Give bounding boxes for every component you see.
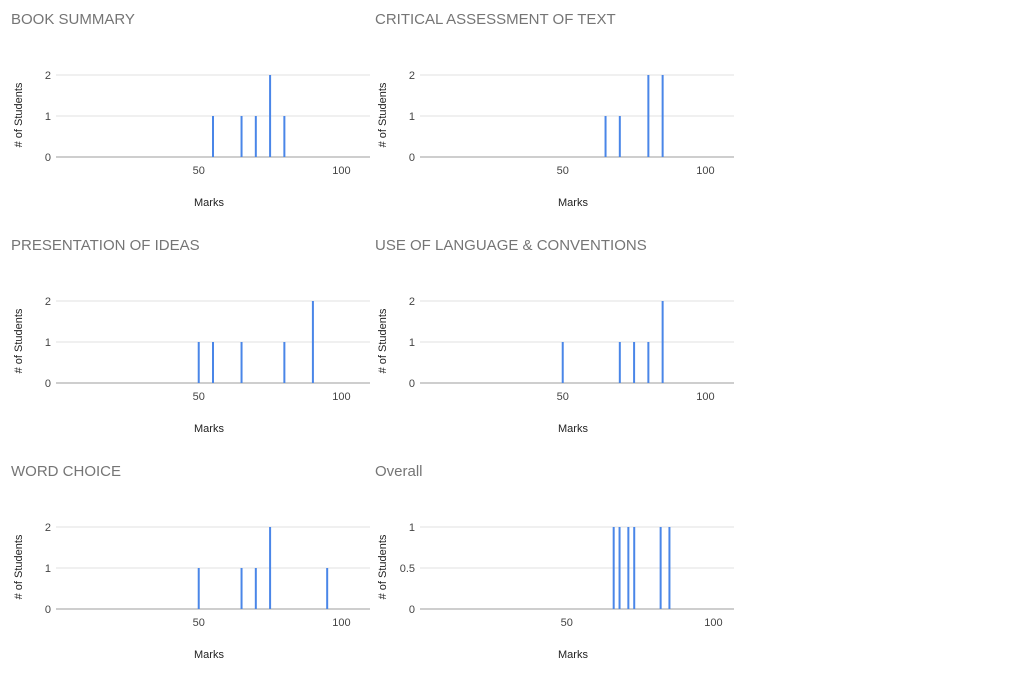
- x-axis-label: Marks: [194, 423, 224, 435]
- y-axis-label: # of Students: [13, 308, 25, 373]
- x-axis-label: Marks: [194, 649, 224, 661]
- chart-plot: 0 0.5 1 50 100 Marks # of Students: [377, 522, 734, 661]
- bar: [661, 301, 664, 383]
- bar: [283, 342, 286, 383]
- y-tick-label: 1: [409, 522, 415, 534]
- y-tick-label: 2: [409, 70, 415, 82]
- chart-panel: USE OF LANGUAGE & CONVENTIONS 0 1 2 50 100 Mar…: [375, 226, 739, 452]
- y-tick-label: 2: [45, 522, 51, 534]
- x-tick-label: 50: [193, 165, 205, 177]
- y-tick-label: 1: [45, 111, 51, 123]
- bar: [633, 342, 636, 383]
- x-axis-label: Marks: [194, 197, 224, 209]
- y-tick-label: 0: [45, 604, 51, 616]
- chart-panel: CRITICAL ASSESSMENT OF TEXT 0 1 2 50 100 Marks…: [375, 0, 739, 226]
- y-tick-label: 1: [45, 563, 51, 575]
- y-axis-label: # of Students: [13, 82, 25, 147]
- x-tick-label: 100: [332, 165, 350, 177]
- chart-plot: 0 1 2 50 100 Marks # of Students: [377, 70, 734, 209]
- bar: [647, 342, 650, 383]
- y-tick-label: 0: [45, 378, 51, 390]
- y-tick-label: 1: [409, 111, 415, 123]
- x-axis-label: Marks: [558, 649, 588, 661]
- bar: [254, 116, 257, 157]
- y-axis-label: # of Students: [377, 534, 389, 599]
- chart-plot: 0 1 2 50 100 Marks # of Students: [13, 70, 370, 209]
- bar: [627, 527, 630, 609]
- bar: [618, 527, 621, 609]
- x-tick-label: 100: [696, 391, 714, 403]
- chart-title: WORD CHOICE: [11, 463, 121, 480]
- x-axis-label: Marks: [558, 423, 588, 435]
- x-tick-label: 50: [557, 165, 569, 177]
- bar: [212, 342, 214, 383]
- bar: [647, 75, 650, 157]
- bar: [197, 342, 200, 383]
- x-tick-label: 50: [561, 617, 573, 629]
- chart-plot: 0 1 2 50 100 Marks # of Students: [13, 296, 370, 435]
- y-axis-label: # of Students: [377, 308, 389, 373]
- y-tick-label: 1: [45, 337, 51, 349]
- chart-plot: 0 1 2 50 100 Marks # of Students: [377, 296, 734, 435]
- chart-title: USE OF LANGUAGE & CONVENTIONS: [375, 237, 647, 254]
- bar: [659, 527, 662, 609]
- bar: [618, 116, 621, 157]
- chart-panel: WORD CHOICE 0 1 2 50 100 Marks # of Students: [11, 452, 375, 678]
- bar: [269, 527, 272, 609]
- x-tick-label: 100: [332, 617, 350, 629]
- x-tick-label: 50: [193, 617, 205, 629]
- chart-title: BOOK SUMMARY: [11, 11, 135, 28]
- chart-panel: BOOK SUMMARY 0 1 2 50 100 Marks # of Students: [11, 0, 375, 226]
- y-tick-label: 0: [409, 604, 415, 616]
- x-tick-label: 50: [193, 391, 205, 403]
- bar: [668, 527, 671, 609]
- bar: [240, 568, 243, 609]
- y-tick-label: 0: [45, 152, 51, 164]
- y-tick-label: 2: [45, 296, 51, 308]
- chart-plot: 0 1 2 50 100 Marks # of Students: [13, 522, 370, 661]
- bar: [633, 527, 636, 609]
- y-tick-label: 2: [45, 70, 51, 82]
- chart-title: PRESENTATION OF IDEAS: [11, 237, 200, 254]
- x-tick-label: 100: [696, 165, 714, 177]
- chart-panel: Overall 0 0.5 1 50 100 Marks # of Students: [375, 452, 739, 678]
- y-tick-label: 1: [409, 337, 415, 349]
- bar: [283, 116, 286, 157]
- x-tick-label: 100: [332, 391, 350, 403]
- bar: [269, 75, 272, 157]
- chart-panel: PRESENTATION OF IDEAS 0 1 2 50 100 Marks # of S…: [11, 226, 375, 452]
- y-tick-label: 2: [409, 296, 415, 308]
- bar: [240, 342, 243, 383]
- bar: [197, 568, 200, 609]
- bar: [240, 116, 243, 157]
- bar: [661, 75, 664, 157]
- bar: [326, 568, 329, 609]
- x-tick-label: 50: [557, 391, 569, 403]
- bar: [212, 116, 214, 157]
- bar: [604, 116, 607, 157]
- y-axis-label: # of Students: [13, 534, 25, 599]
- bar: [561, 342, 564, 383]
- x-tick-label: 100: [704, 617, 722, 629]
- bar: [612, 527, 615, 609]
- y-tick-label: 0: [409, 152, 415, 164]
- y-tick-label: 0.5: [400, 563, 415, 575]
- chart-title: CRITICAL ASSESSMENT OF TEXT: [375, 11, 616, 28]
- bar: [311, 301, 314, 383]
- x-axis-label: Marks: [558, 197, 588, 209]
- bar: [618, 342, 621, 383]
- y-axis-label: # of Students: [377, 82, 389, 147]
- y-tick-label: 0: [409, 378, 415, 390]
- chart-title: Overall: [375, 463, 423, 480]
- bar: [254, 568, 257, 609]
